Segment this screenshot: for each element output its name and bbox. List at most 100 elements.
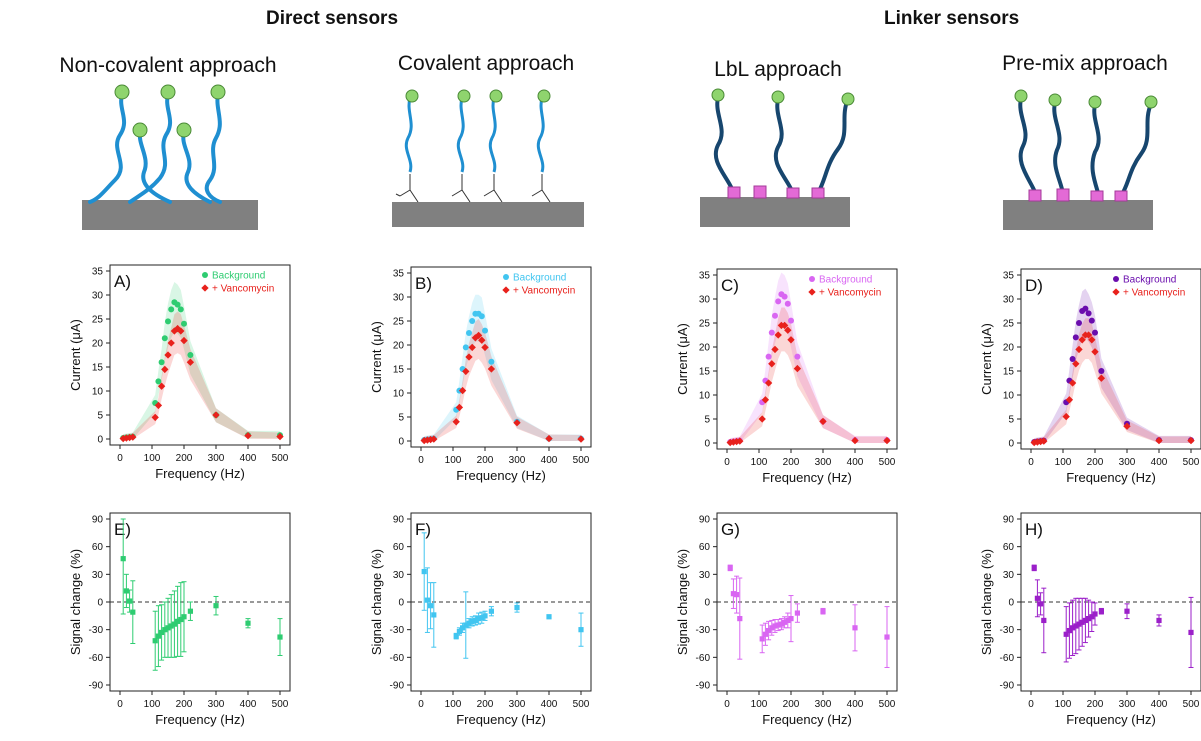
legend-label: Background — [212, 271, 265, 282]
x-tick-label: 400 — [541, 699, 558, 710]
y-tick-label: 30 — [393, 293, 405, 304]
x-tick-label: 200 — [1087, 699, 1104, 710]
x-tick-label: 200 — [477, 699, 494, 710]
y-tick-label: 0 — [97, 435, 103, 446]
data-point — [788, 616, 794, 622]
x-tick-label: 0 — [117, 453, 123, 464]
x-axis-label: Frequency (Hz) — [456, 468, 546, 483]
x-tick-label: 0 — [1028, 699, 1034, 710]
data-point-vancomycin — [186, 358, 195, 366]
panel-letter: B) — [415, 274, 432, 293]
confidence-band — [730, 272, 887, 443]
y-tick-label: 30 — [92, 570, 104, 581]
chart-panel-e: 0 100 200 300 400 500 -90 -60 -30 0 30 60 90 Frequenc… — [68, 512, 291, 727]
y-tick-label: 15 — [92, 363, 104, 374]
data-point — [820, 608, 826, 614]
data-point — [421, 568, 427, 575]
x-tick-label: 100 — [1055, 699, 1072, 710]
data-point-vancomycin — [764, 379, 773, 387]
data-point-background — [466, 330, 472, 336]
panel-letter: G) — [721, 520, 740, 539]
data-point — [165, 625, 171, 631]
y-tick-label: -30 — [390, 625, 405, 636]
data-point-background — [788, 317, 794, 324]
panel-letter: D) — [1025, 276, 1043, 295]
data-point-vancomycin — [736, 437, 744, 445]
data-point — [1070, 625, 1076, 631]
y-tick-label: 90 — [393, 515, 405, 526]
data-point — [187, 608, 193, 614]
data-point — [424, 597, 430, 603]
data-point-vancomycin — [1072, 360, 1080, 368]
x-tick-label: 0 — [1028, 457, 1034, 468]
data-point — [1086, 616, 1092, 622]
data-point-background — [1069, 356, 1076, 362]
y-tick-label: 30 — [1003, 570, 1015, 581]
data-point — [463, 622, 469, 628]
data-point — [772, 623, 778, 629]
x-tick-label: 0 — [418, 699, 424, 710]
x-tick-label: 100 — [751, 457, 768, 468]
data-point-background — [1082, 305, 1089, 312]
data-point — [766, 627, 772, 634]
data-point — [482, 613, 488, 619]
data-point-vancomycin — [161, 365, 169, 374]
y-tick-label: 5 — [97, 411, 103, 422]
data-point — [794, 610, 800, 616]
data-point — [123, 588, 129, 594]
data-point — [453, 633, 459, 639]
confidence-band — [1034, 318, 1191, 443]
y-axis-label: Signal change (%) — [369, 549, 384, 655]
x-axis-label: Frequency (Hz) — [155, 466, 245, 481]
legend-marker — [808, 288, 816, 296]
data-point-background — [781, 293, 788, 300]
y-tick-label: 5 — [1008, 415, 1014, 426]
data-point — [778, 621, 784, 627]
y-tick-label: -90 — [696, 681, 711, 692]
legend-label: + Vancomycin — [513, 286, 575, 297]
data-point-background — [177, 306, 184, 313]
y-axis-label: Current (μA) — [68, 319, 83, 391]
data-point — [1156, 617, 1162, 624]
schematic-noncovalent — [82, 84, 258, 230]
chart-panel-c: 0 100 200 300 400 500 0 5 10 15 20 25 30 35 Frequency … — [675, 268, 898, 485]
legend-marker — [201, 284, 209, 292]
data-point — [120, 556, 126, 562]
x-axis-label: Frequency (Hz) — [155, 712, 245, 727]
legend-label: + Vancomycin — [819, 288, 881, 299]
x-axis-label: Frequency (Hz) — [1066, 712, 1156, 727]
legend-marker — [809, 276, 815, 282]
y-tick-label: 20 — [92, 339, 104, 350]
y-tick-label: 0 — [398, 437, 404, 448]
y-tick-label: 90 — [1003, 515, 1015, 526]
x-tick-label: 200 — [783, 457, 800, 468]
data-point — [1063, 631, 1069, 637]
data-point — [245, 620, 251, 626]
data-point — [852, 625, 858, 631]
data-point-background — [1092, 329, 1098, 336]
data-point-background — [765, 353, 772, 360]
x-tick-label: 400 — [240, 453, 257, 464]
data-point — [1073, 623, 1079, 629]
data-point-background — [478, 313, 485, 320]
confidence-band — [123, 281, 280, 439]
y-tick-label: 35 — [393, 269, 405, 280]
plot-frame — [716, 512, 898, 692]
x-tick-label: 300 — [815, 457, 832, 468]
data-point-background — [784, 300, 791, 307]
data-point-background — [794, 353, 801, 360]
data-point — [1041, 617, 1047, 624]
legend-label: Background — [819, 275, 872, 286]
legend-marker — [503, 274, 509, 280]
data-point — [155, 633, 161, 639]
y-tick-label: 15 — [393, 365, 405, 376]
data-point-vancomycin — [774, 331, 782, 339]
heading-direct-sensors: Direct sensors — [266, 8, 399, 29]
data-point-background — [1085, 310, 1092, 317]
data-point-background — [1072, 334, 1079, 341]
y-tick-label: 20 — [393, 341, 405, 352]
chart-panel-a: 0 100 200 300 400 500 0 5 10 15 20 25 30 35 Frequency … — [68, 264, 291, 481]
data-point — [785, 617, 791, 624]
y-tick-label: 15 — [699, 367, 711, 378]
data-point-background — [1098, 368, 1105, 374]
